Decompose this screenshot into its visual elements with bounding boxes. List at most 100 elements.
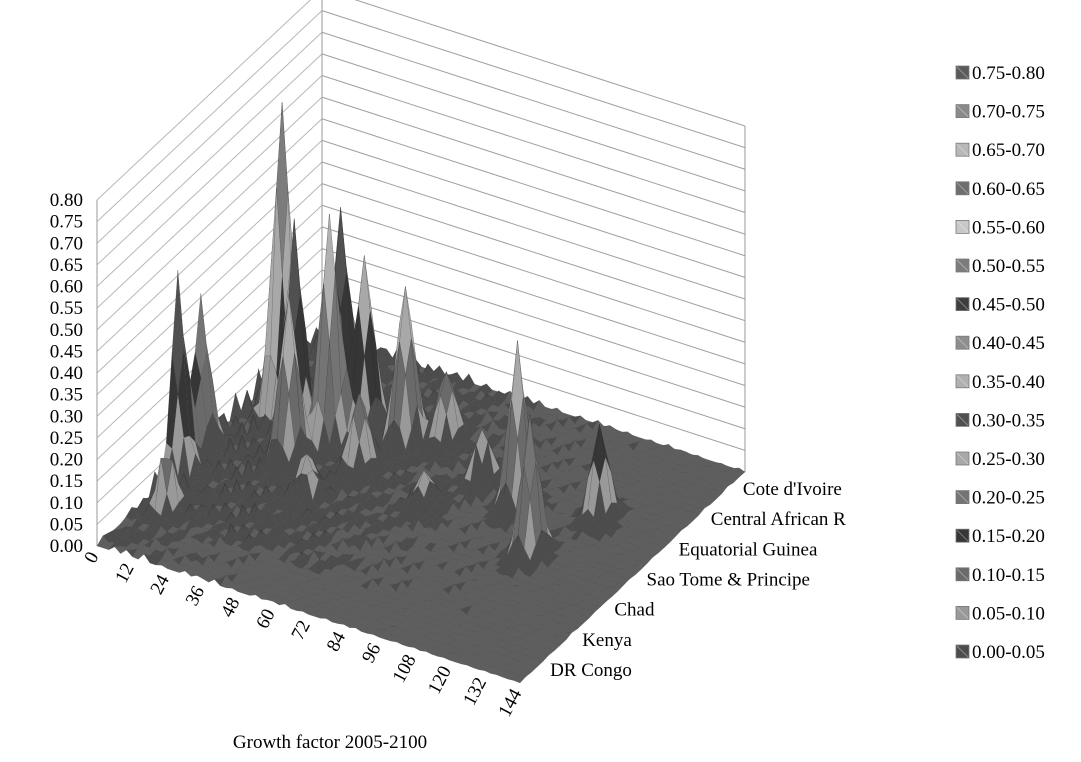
- legend-entry: 0.40-0.45: [955, 333, 1045, 354]
- legend-swatch-shade: [956, 259, 969, 272]
- surface-patch: [686, 511, 700, 521]
- legend-entry: 0.35-0.40: [955, 372, 1045, 393]
- legend-entry: 0.10-0.15: [955, 565, 1045, 586]
- left-wall-gridline: [96, 0, 312, 201]
- legend-label: 0.50-0.55: [972, 256, 1045, 277]
- x-tick-label: 36: [182, 583, 209, 610]
- legend-label: 0.00-0.05: [972, 642, 1045, 663]
- z-tick-label: 0.75: [50, 212, 83, 233]
- surface-patch: [531, 658, 544, 668]
- back-wall-gridline: [321, 96, 746, 235]
- legend-label: 0.35-0.40: [972, 372, 1045, 393]
- legend-swatch-shade: [956, 607, 969, 619]
- y-category-label: Cote d'Ivoire: [743, 479, 842, 500]
- legend-swatch: [955, 219, 970, 234]
- back-wall-gridline: [321, 312, 746, 451]
- surface-patch: [583, 609, 596, 619]
- surface-patch: [525, 664, 538, 673]
- legend-label: 0.45-0.50: [972, 295, 1045, 316]
- legend-swatch: [955, 490, 970, 505]
- legend-swatch-shade: [956, 143, 969, 156]
- left-wall-gridline: [96, 31, 323, 244]
- legend-swatch: [955, 181, 970, 196]
- chart-walls: [96, 0, 746, 547]
- z-tick-label: 0.65: [50, 255, 83, 276]
- legend-swatch-shade: [956, 336, 969, 349]
- legend-entry: 0.25-0.30: [955, 449, 1045, 470]
- x-tick-label: 132: [459, 674, 491, 709]
- legend-entry: 0.15-0.20: [955, 526, 1045, 547]
- legend-swatch: [955, 297, 970, 312]
- legend-label: 0.20-0.25: [972, 488, 1045, 509]
- legend-label: 0.55-0.60: [972, 217, 1045, 238]
- legend-swatch: [955, 65, 970, 80]
- legend-label: 0.30-0.35: [972, 410, 1045, 431]
- legend-swatch: [955, 258, 970, 273]
- z-tick-label: 0.55: [50, 298, 83, 319]
- surface-patch: [611, 583, 625, 592]
- x-tick-label: 108: [389, 651, 421, 686]
- legend-entry: 0.70-0.75: [955, 102, 1045, 123]
- legend-swatch-shade: [956, 375, 969, 388]
- back-wall-gridline: [321, 10, 746, 149]
- legend-swatch-shade: [956, 414, 969, 426]
- surface-patch: [600, 594, 613, 602]
- z-axis-ticks: 0.800.750.700.650.600.550.500.450.400.35…: [50, 190, 83, 557]
- legend-label: 0.75-0.80: [972, 63, 1045, 84]
- x-tick-label: 84: [323, 628, 351, 655]
- legend-swatch: [955, 104, 970, 118]
- surface-patch: [617, 578, 631, 586]
- legend-label: 0.70-0.75: [972, 102, 1045, 123]
- left-wall-gridline: [96, 75, 323, 287]
- z-tick-label: 0.40: [50, 363, 83, 384]
- legend-entry: 0.00-0.05: [955, 642, 1045, 663]
- back-wall-gridline: [321, 118, 746, 257]
- surface-patch: [559, 632, 573, 640]
- legend-swatch-shade: [956, 452, 969, 465]
- legend-swatch-shade: [956, 529, 969, 542]
- z-tick-label: 0.50: [50, 320, 83, 341]
- legend-entry: 0.55-0.60: [955, 217, 1045, 238]
- legend-entry: 0.05-0.10: [955, 603, 1045, 624]
- legend-label: 0.65-0.70: [972, 140, 1045, 161]
- z-tick-label: 0.05: [50, 514, 83, 535]
- x-tick-label: 60: [252, 606, 279, 633]
- legend-swatch: [955, 606, 970, 620]
- legend-swatch-shade: [956, 491, 969, 503]
- legend-swatch-shade: [956, 645, 969, 658]
- legend-swatch-shade: [956, 66, 969, 79]
- legend-entry: 0.60-0.65: [955, 179, 1045, 200]
- x-tick-label: 12: [111, 560, 138, 587]
- back-wall-gridline: [321, 183, 746, 322]
- legend-entry: 0.20-0.25: [955, 488, 1045, 509]
- z-tick-label: 0.20: [50, 450, 83, 471]
- legend-swatch-shade: [956, 105, 969, 117]
- x-tick-label: 96: [358, 640, 385, 667]
- x-axis-title: Growth factor 2005-2100: [233, 732, 427, 753]
- legend-swatch-shade: [956, 221, 969, 233]
- legend-swatch: [955, 644, 970, 659]
- legend-entry: 0.75-0.80: [955, 63, 1045, 84]
- surface-patch: [548, 642, 561, 651]
- surface-patch: [536, 653, 550, 662]
- back-wall-gridline: [321, 139, 746, 278]
- z-tick-label: 0.10: [50, 493, 83, 514]
- surface-patch: [634, 561, 648, 570]
- z-tick-label: 0.30: [50, 406, 83, 427]
- z-tick-label: 0.70: [50, 233, 83, 254]
- back-wall-gridline: [321, 75, 746, 213]
- surface-patch: [606, 587, 619, 597]
- y-category-label: Sao Tome & Principe: [647, 570, 811, 591]
- legend: 0.75-0.80 0.70-0.75 0.65-0.70 0.60-0.65 0.55…: [955, 63, 1045, 663]
- surface-patch: [513, 675, 527, 684]
- left-wall-gridline: [96, 96, 323, 309]
- legend-swatch: [955, 142, 970, 157]
- y-category-label: DR Congo: [550, 660, 632, 681]
- legend-label: 0.15-0.20: [972, 526, 1045, 547]
- y-category-label: Equatorial Guinea: [679, 539, 818, 560]
- legend-swatch-shade: [956, 568, 969, 581]
- z-tick-label: 0.45: [50, 341, 83, 362]
- legend-swatch-shade: [956, 182, 969, 195]
- x-tick-label: 48: [217, 594, 244, 621]
